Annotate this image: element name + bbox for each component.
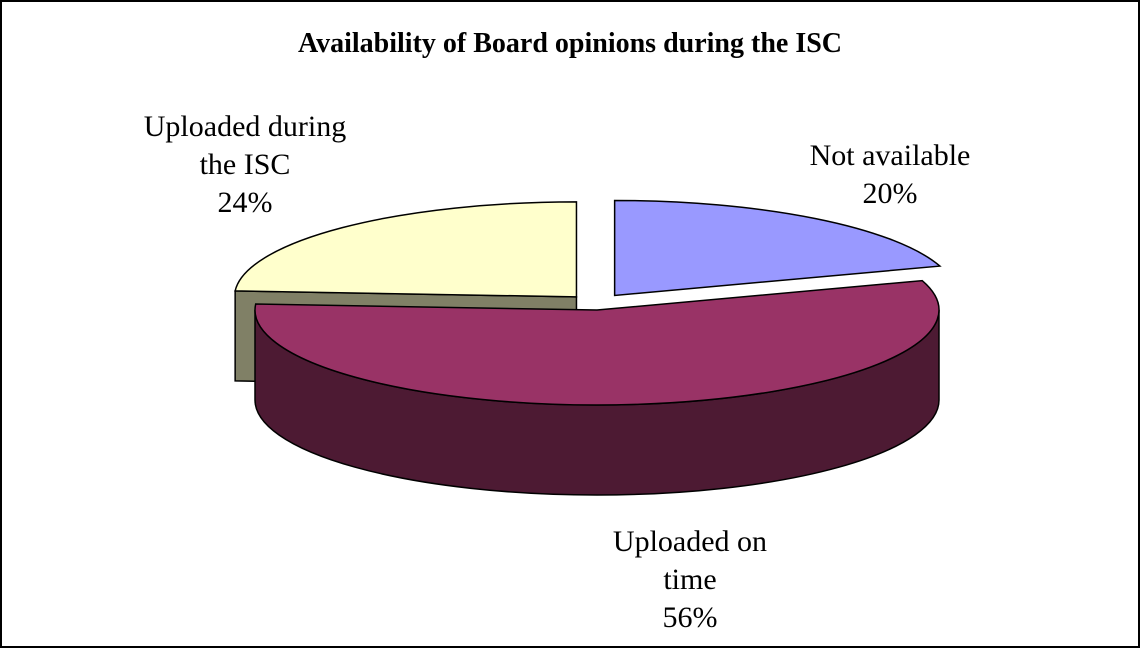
category-label: Uploaded on time (612, 525, 768, 596)
data-label: Uploaded on time 56% (585, 523, 795, 637)
slice (613, 199, 942, 297)
value-label: 56% (662, 601, 718, 634)
data-label: Not available 20% (775, 137, 1005, 213)
slice (234, 201, 578, 298)
value-label: 20% (862, 177, 918, 210)
slice (254, 279, 940, 406)
value-label: 24% (217, 186, 273, 219)
category-label: Not available (809, 139, 971, 172)
data-label: Uploaded during the ISC 24% (130, 108, 360, 222)
chart-title: Availability of Board opinions during th… (297, 28, 843, 59)
category-label: Uploaded during the ISC (143, 110, 347, 181)
